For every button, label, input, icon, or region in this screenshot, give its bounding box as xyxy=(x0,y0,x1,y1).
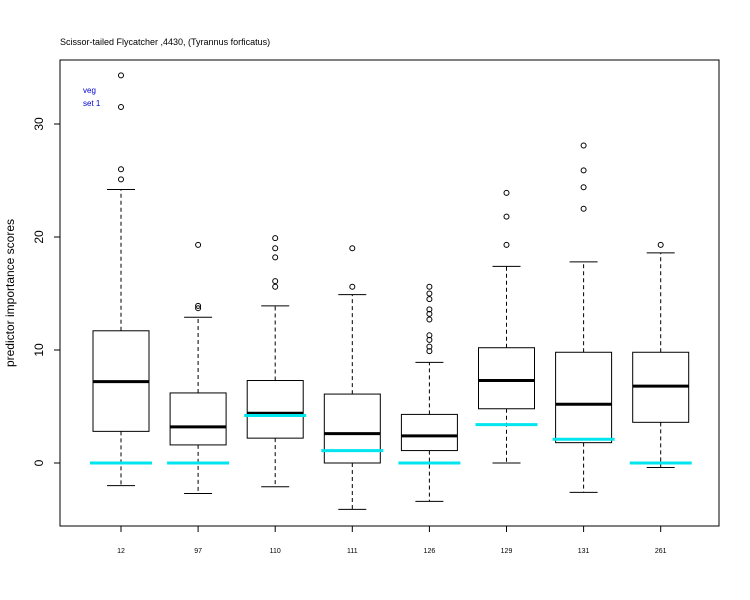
outlier-point xyxy=(272,283,279,290)
outlier-point xyxy=(426,290,433,297)
box-97 xyxy=(167,241,230,495)
iqr-box xyxy=(246,380,304,439)
chart-title: Scissor-tailed Flycatcher ,4430, (Tyrann… xyxy=(60,37,270,47)
box-126 xyxy=(398,283,461,502)
outlier-point xyxy=(349,245,356,252)
outlier-point xyxy=(580,142,587,149)
box-12 xyxy=(90,72,152,487)
outlier-point xyxy=(349,283,356,290)
outlier-point xyxy=(272,278,279,285)
x-tick-label: 110 xyxy=(270,548,281,555)
outlier-point xyxy=(503,189,510,196)
iqr-box xyxy=(323,393,381,464)
outlier-point xyxy=(195,305,202,312)
legend-note-line-1: veg xyxy=(83,86,96,95)
outlier-point xyxy=(657,241,664,248)
box-261 xyxy=(629,241,692,469)
outlier-point xyxy=(272,254,279,261)
y-tick-label: 10 xyxy=(32,343,46,357)
plot-frame xyxy=(59,59,720,527)
outlier-point xyxy=(426,283,433,290)
outlier-point xyxy=(426,332,433,339)
outlier-point xyxy=(580,205,587,212)
legend-note-line-2: set 1 xyxy=(83,99,101,108)
box-110 xyxy=(244,235,307,488)
outlier-point xyxy=(272,245,279,252)
x-tick-label: 131 xyxy=(578,548,590,555)
outlier-point xyxy=(118,166,124,173)
outlier-point xyxy=(195,241,202,248)
x-axis: 12 97 110 111 126 129 131 261 xyxy=(117,525,667,555)
outlier-point xyxy=(503,241,510,248)
outlier-point xyxy=(118,176,124,183)
y-axis: 0 10 20 30 xyxy=(32,117,61,466)
x-tick-label: 111 xyxy=(347,548,358,555)
outlier-point xyxy=(195,302,202,309)
x-tick-label: 126 xyxy=(424,548,436,555)
iqr-box xyxy=(169,392,227,446)
outlier-point xyxy=(118,104,124,111)
x-tick-label: 129 xyxy=(501,548,513,555)
outlier-point xyxy=(118,72,124,79)
box-131 xyxy=(552,142,615,493)
y-tick-label: 0 xyxy=(32,459,46,466)
y-tick-label: 20 xyxy=(32,230,46,244)
box-129 xyxy=(475,189,538,464)
outlier-point xyxy=(503,213,510,220)
outlier-point xyxy=(426,306,433,313)
outlier-point xyxy=(426,296,433,303)
x-tick-label: 97 xyxy=(194,548,202,555)
y-tick-label: 30 xyxy=(32,117,46,131)
outlier-point xyxy=(580,167,587,174)
x-tick-label: 261 xyxy=(655,548,667,555)
y-axis-label: predictor importance scores xyxy=(3,219,17,367)
iqr-box xyxy=(478,347,535,410)
outlier-point xyxy=(426,343,433,350)
outlier-point xyxy=(272,235,279,242)
boxes-group xyxy=(90,72,692,510)
outlier-point xyxy=(426,316,433,323)
iqr-box xyxy=(400,413,458,452)
outlier-point xyxy=(580,184,587,191)
box-111 xyxy=(321,245,384,510)
iqr-box xyxy=(555,351,613,444)
x-tick-label: 12 xyxy=(117,548,125,555)
